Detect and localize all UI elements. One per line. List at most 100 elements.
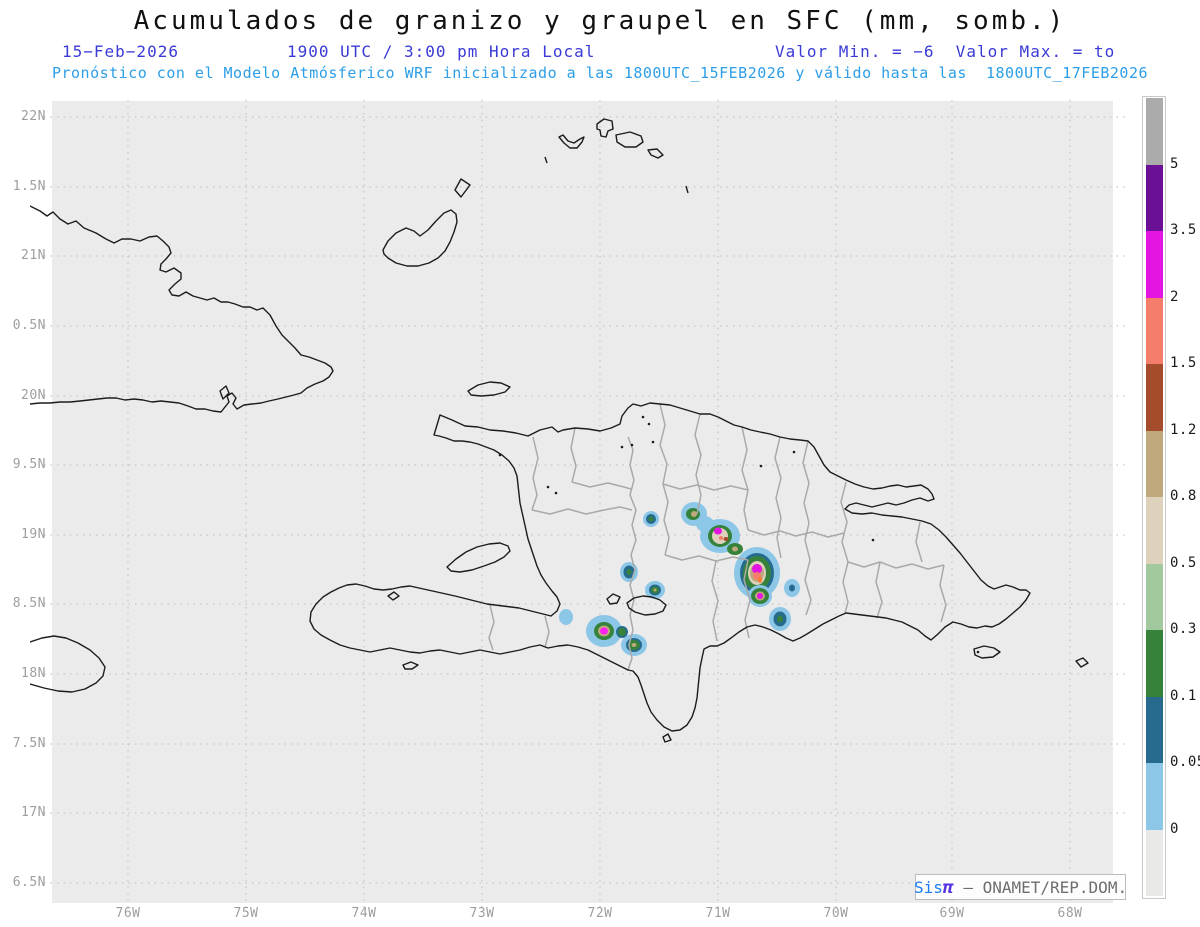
- coast-great-inagua: [382, 209, 458, 267]
- y-axis-label: 8.5N: [12, 596, 46, 611]
- coast-turks: [647, 148, 664, 159]
- x-axis-label: 73W: [469, 906, 495, 921]
- cay-dot: [871, 538, 875, 542]
- colorbar-tick-label: 5: [1170, 155, 1179, 172]
- coast-jamaica: [30, 635, 106, 693]
- sispi-watermark: Sis π – ONAMET/REP.DOM.: [913, 874, 1127, 900]
- coast-saona: [973, 645, 1001, 659]
- colorbar-segment: [1146, 364, 1163, 431]
- cay-dot: [759, 464, 763, 468]
- x-axis-label: 69W: [939, 906, 965, 921]
- lake-enriquillo: [626, 595, 667, 616]
- cay-dot: [976, 650, 980, 654]
- colorbar-tick-label: 0.5: [1170, 554, 1197, 571]
- hail-contour: [618, 628, 626, 636]
- y-axis-label: 1.5N: [12, 179, 46, 194]
- hail-contour: [732, 546, 738, 552]
- coast-gonave: [446, 542, 511, 573]
- colorbar-segment: [1146, 763, 1163, 830]
- colorbar-segment: [1146, 297, 1163, 364]
- hail-contour: [723, 537, 729, 541]
- lake-saumatre: [606, 593, 621, 605]
- cay-dot: [651, 440, 655, 444]
- hail-contour: [758, 577, 762, 583]
- cay-dot: [792, 450, 796, 454]
- sispi-logo-pi-icon: π: [942, 876, 954, 898]
- y-axis-label: 18N: [21, 666, 46, 681]
- x-axis-label: 75W: [233, 906, 259, 921]
- y-axis-label: 21N: [21, 248, 46, 263]
- forecast-date: 15−Feb−2026: [62, 42, 179, 61]
- colorbar-segment: [1146, 231, 1163, 298]
- cay-dot: [620, 445, 624, 449]
- small-cays: [498, 415, 980, 654]
- colorbar-tick-label: 0: [1170, 820, 1179, 837]
- coastlines: [30, 118, 1089, 743]
- coast-cuba-islet: [219, 385, 230, 400]
- hail-contour: [714, 527, 722, 535]
- hail-contour: [789, 584, 795, 592]
- hail-contour: [752, 564, 762, 574]
- hail-contour: [626, 569, 632, 575]
- hail-contour: [653, 588, 657, 592]
- hail-contour: [757, 593, 763, 599]
- value-min-max: Valor Min. = −6 Valor Max. = to: [775, 42, 1116, 61]
- colorbar-segment: [1146, 497, 1163, 564]
- grid-lines: [44, 100, 1128, 908]
- colorbar-tick-label: 0.1: [1170, 687, 1197, 704]
- hail-contour: [691, 511, 697, 517]
- colorbar-tick-label: 0.05: [1170, 754, 1200, 770]
- x-axis-label: 76W: [115, 906, 141, 921]
- x-axis-label: 68W: [1057, 906, 1083, 921]
- x-axis-label: 74W: [351, 906, 377, 921]
- coast-tortue: [467, 381, 511, 397]
- colorbar-tick-label: 2: [1170, 288, 1179, 305]
- y-axis-label: 22N: [21, 109, 46, 124]
- y-axis-label: 6.5N: [12, 875, 46, 890]
- x-axis-label: 70W: [823, 906, 849, 921]
- colorbar-segment: [1146, 696, 1163, 763]
- cay-dot: [641, 415, 645, 419]
- province-borders: [488, 403, 947, 671]
- border-haiti-dr: [627, 436, 637, 671]
- coast-ile-a-vache: [402, 661, 419, 670]
- cay-dot: [630, 443, 634, 447]
- map-plot-area: [52, 101, 1113, 903]
- y-axis-label: 7.5N: [12, 736, 46, 751]
- colorbar-segment: [1146, 98, 1163, 165]
- colorbar-segment: [1146, 164, 1163, 231]
- coast-caicos-west: [596, 118, 614, 138]
- y-axis-label: 20N: [21, 388, 46, 403]
- coast-cayemites: [387, 591, 400, 601]
- model-init-line: Pronóstico con el Modelo Atmósferico WRF…: [51, 64, 1149, 82]
- hail-contour: [631, 643, 637, 647]
- x-axis-label: 72W: [587, 906, 613, 921]
- hail-contour: [719, 536, 723, 540]
- coast-beata: [662, 733, 672, 743]
- y-axis-label: 17N: [21, 805, 46, 820]
- hail-contour: [600, 627, 608, 635]
- cay-dot: [546, 485, 550, 489]
- hail-contour: [777, 615, 783, 623]
- colorbar-segment: [1146, 829, 1163, 896]
- colorbar-tick-label: 0.8: [1170, 488, 1197, 504]
- colorbar-tick-label: 3.5: [1170, 222, 1197, 238]
- coast-cuba: [30, 205, 334, 413]
- cay-dot: [647, 422, 651, 426]
- hail-contours: [559, 502, 800, 656]
- y-axis-label: 0.5N: [12, 318, 46, 333]
- sispi-logo-sis: Sis: [913, 877, 943, 897]
- colorbar-tick-label: 1.2: [1170, 421, 1197, 438]
- y-axis-label: 19N: [21, 527, 46, 542]
- colorbar-segment: [1146, 430, 1163, 497]
- coast-caicos-east: [615, 131, 644, 148]
- cay-dot: [554, 491, 558, 495]
- hail-contour: [648, 516, 654, 522]
- y-axis-label: 9.5N: [12, 457, 46, 472]
- page-title: Acumulados de granizo y graupel en SFC (…: [133, 6, 1067, 36]
- cay-dot: [498, 453, 502, 457]
- colorbar-tick-label: 0.3: [1170, 621, 1197, 637]
- x-axis-label: 71W: [705, 906, 731, 921]
- colorbar-segment: [1146, 630, 1163, 697]
